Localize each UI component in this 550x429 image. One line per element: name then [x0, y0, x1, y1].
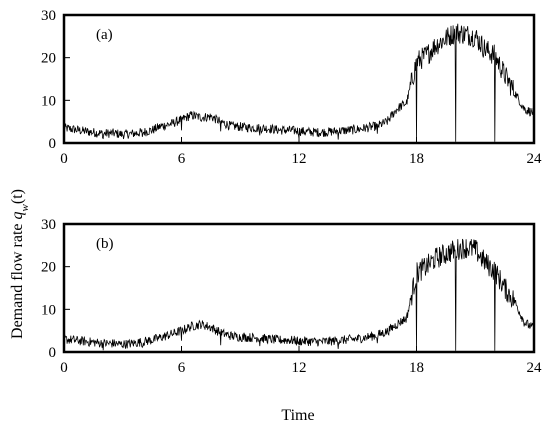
y-axis-title: Demand flow rate qw(t) — [9, 189, 31, 339]
x-tick-label: 18 — [409, 360, 424, 376]
panel-b: 0 6 12 18 24 0 10 20 30 (b) — [41, 217, 542, 376]
x-tick-label: 0 — [60, 360, 68, 376]
x-axis-title: Time — [281, 407, 314, 424]
y-tick-label: 0 — [49, 345, 57, 361]
y-tick-label: 20 — [41, 51, 56, 67]
x-tick-label: 6 — [178, 360, 186, 376]
x-tick-label: 24 — [527, 360, 543, 376]
panel-label: (a) — [96, 27, 113, 43]
x-tick-label: 0 — [60, 151, 68, 167]
x-tick-label: 12 — [292, 360, 307, 376]
y-tick-label: 0 — [49, 136, 57, 152]
x-tick-label: 24 — [527, 151, 543, 167]
y-tick-label: 10 — [41, 93, 56, 109]
y-tick-label: 10 — [41, 302, 56, 318]
x-tick-label: 18 — [409, 151, 424, 167]
panel-a: 0 6 12 18 24 0 10 20 30 (a) — [41, 8, 542, 167]
y-tick-label: 20 — [41, 260, 56, 276]
panel-label: (b) — [96, 236, 114, 252]
x-tick-label: 6 — [178, 151, 186, 167]
series-line — [63, 23, 535, 142]
y-tick-label: 30 — [41, 8, 56, 24]
y-tick-label: 30 — [41, 217, 56, 233]
series-line — [63, 238, 535, 351]
x-tick-label: 12 — [292, 151, 307, 167]
